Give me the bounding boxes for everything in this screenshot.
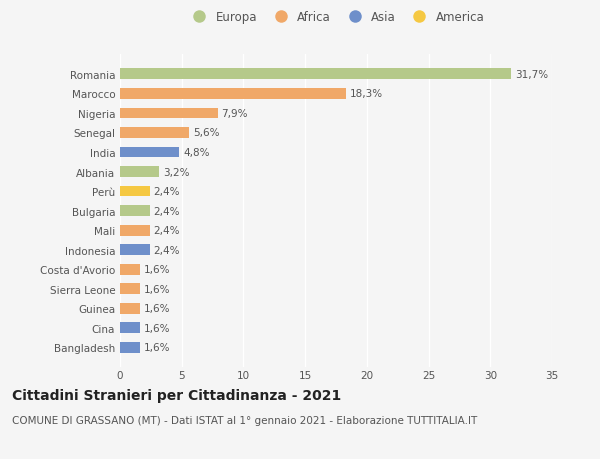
Bar [120,303,140,314]
Text: 1,6%: 1,6% [143,343,170,353]
Text: 2,4%: 2,4% [154,245,180,255]
Bar [120,147,179,158]
Text: 1,6%: 1,6% [143,284,170,294]
Bar [120,225,149,236]
Text: 7,9%: 7,9% [221,109,248,118]
Text: COMUNE DI GRASSANO (MT) - Dati ISTAT al 1° gennaio 2021 - Elaborazione TUTTITALI: COMUNE DI GRASSANO (MT) - Dati ISTAT al … [12,415,477,425]
Bar [120,167,160,178]
Text: 3,2%: 3,2% [163,167,190,177]
Bar [120,264,140,275]
Text: 2,4%: 2,4% [154,187,180,196]
Text: 1,6%: 1,6% [143,323,170,333]
Bar [120,128,189,139]
Text: 5,6%: 5,6% [193,128,220,138]
Bar [120,342,140,353]
Text: 1,6%: 1,6% [143,304,170,313]
Bar [120,69,511,80]
Bar [120,245,149,256]
Bar [120,89,346,100]
Text: Cittadini Stranieri per Cittadinanza - 2021: Cittadini Stranieri per Cittadinanza - 2… [12,388,341,402]
Bar [120,206,149,217]
Bar [120,186,149,197]
Legend: Europa, Africa, Asia, America: Europa, Africa, Asia, America [187,11,485,24]
Text: 4,8%: 4,8% [183,148,209,157]
Text: 18,3%: 18,3% [350,89,383,99]
Text: 31,7%: 31,7% [515,70,548,79]
Text: 2,4%: 2,4% [154,206,180,216]
Bar [120,323,140,334]
Bar [120,108,218,119]
Text: 2,4%: 2,4% [154,226,180,235]
Text: 1,6%: 1,6% [143,265,170,274]
Bar [120,284,140,295]
